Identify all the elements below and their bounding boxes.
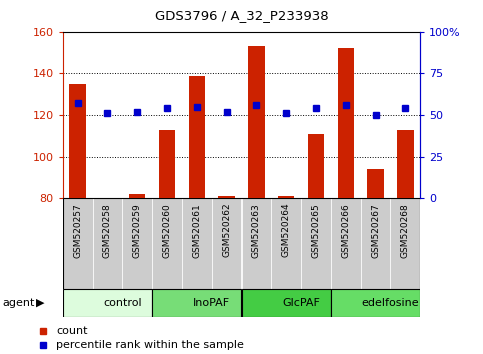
Text: ▶: ▶ [36, 298, 45, 308]
Bar [63, 198, 93, 289]
Bar [152, 198, 182, 289]
Bar [218, 196, 235, 198]
Bar [63, 289, 152, 317]
Text: GSM520264: GSM520264 [282, 203, 291, 257]
Bar [152, 289, 242, 317]
Text: GSM520260: GSM520260 [163, 203, 171, 257]
Bar [331, 289, 420, 317]
Text: GSM520259: GSM520259 [133, 203, 142, 257]
Text: InoPAF: InoPAF [193, 298, 230, 308]
Text: GSM520257: GSM520257 [73, 203, 82, 257]
Text: GSM520262: GSM520262 [222, 203, 231, 257]
Text: control: control [103, 298, 142, 308]
Text: count: count [56, 326, 87, 336]
Bar [182, 198, 212, 289]
Bar [93, 198, 122, 289]
Bar [368, 169, 384, 198]
Bar [242, 198, 271, 289]
Bar [248, 46, 265, 198]
Bar [70, 84, 86, 198]
Text: percentile rank within the sample: percentile rank within the sample [56, 340, 244, 350]
Text: GSM520261: GSM520261 [192, 203, 201, 257]
Text: GSM520267: GSM520267 [371, 203, 380, 257]
Text: GDS3796 / A_32_P233938: GDS3796 / A_32_P233938 [155, 9, 328, 22]
Bar [331, 198, 361, 289]
Bar [390, 198, 420, 289]
Bar [397, 130, 413, 198]
Bar [301, 198, 331, 289]
Bar [242, 289, 331, 317]
Bar [308, 134, 324, 198]
Bar [212, 198, 242, 289]
Text: GSM520258: GSM520258 [103, 203, 112, 257]
Bar [278, 196, 294, 198]
Bar [361, 198, 390, 289]
Text: GSM520268: GSM520268 [401, 203, 410, 257]
Bar [338, 48, 354, 198]
Bar [189, 75, 205, 198]
Text: GlcPAF: GlcPAF [282, 298, 320, 308]
Text: edelfosine: edelfosine [362, 298, 419, 308]
Bar [129, 194, 145, 198]
Text: GSM520263: GSM520263 [252, 203, 261, 257]
Text: GSM520266: GSM520266 [341, 203, 350, 257]
Bar [122, 198, 152, 289]
Bar [159, 130, 175, 198]
Bar [271, 198, 301, 289]
Text: agent: agent [2, 298, 35, 308]
Text: GSM520265: GSM520265 [312, 203, 320, 257]
